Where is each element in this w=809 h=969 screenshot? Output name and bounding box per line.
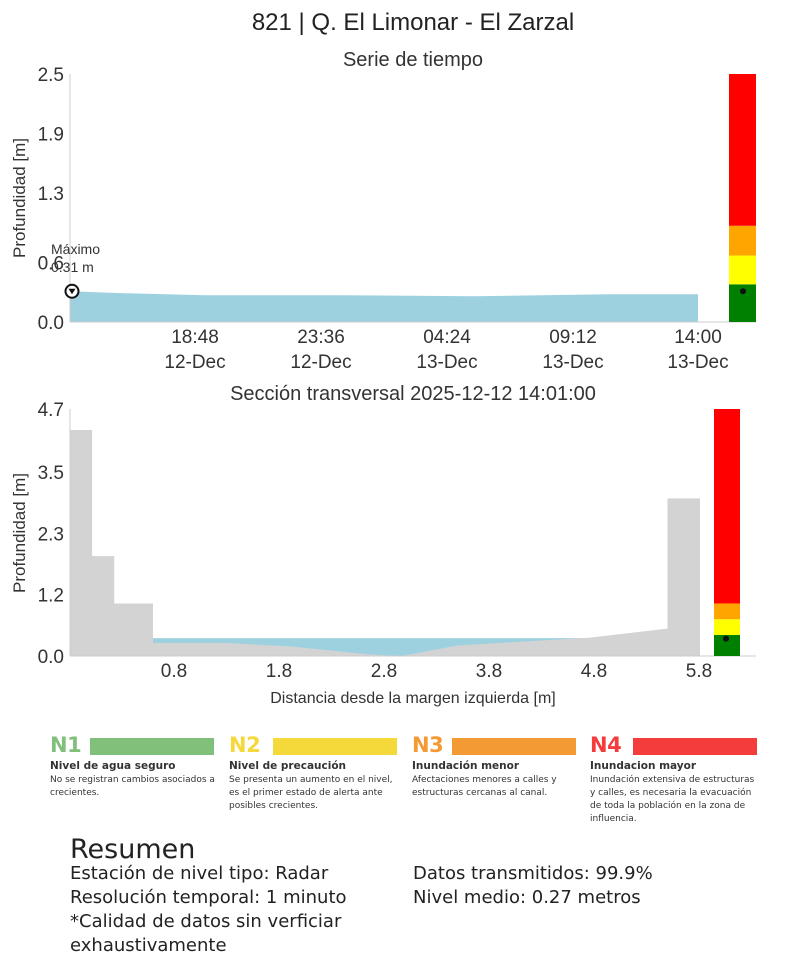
cross-section-ylabel: Profundidad [m] [10, 473, 29, 593]
y-tick-label: 0.6 [38, 253, 64, 274]
time-series-title: Serie de tiempo [343, 49, 483, 71]
level-n1-name: Nivel de agua seguro [50, 760, 176, 772]
summary-right-column: Datos transmitidos: 99.9% Nivel medio: 0… [413, 862, 753, 910]
level-n4-color-bar [633, 738, 757, 755]
level-n2-code: N2 [229, 733, 261, 757]
x-tick-time-label: 04:24 [423, 327, 471, 348]
level-n2-name: Nivel de precaución [229, 760, 347, 772]
max-annotation-value: 0.31 m [51, 259, 94, 275]
level-n3-color-bar [452, 738, 576, 755]
time-series-chart: Serie de tiempo Profundidad [m] 0.0 0.6 1.… [10, 49, 756, 373]
time-series-ylabel: Profundidad [m] [10, 138, 29, 258]
current-level-marker [740, 288, 746, 295]
y-tick-label: 0.0 [38, 313, 64, 334]
level-bar-segment [714, 619, 740, 635]
summary-quality: *Calidad de datos sin verficiar exhausti… [70, 911, 342, 956]
x-tick-label: 1.8 [266, 661, 292, 682]
max-annotation-label: Máximo [51, 241, 100, 257]
x-tick-date-label: 12-Dec [164, 352, 225, 373]
level-n3-code: N3 [412, 733, 444, 757]
level-n1-code: N1 [50, 733, 82, 757]
cross-section-xlabel: Distancia desde la margen izquierda [m] [270, 690, 555, 707]
x-tick-date-label: 12-Dec [290, 352, 351, 373]
x-tick-time-label: 18:48 [171, 327, 219, 348]
level-n1-desc: No se registran cambios asociados a crec… [50, 775, 215, 798]
summary-transmitted: Datos transmitidos: 99.9% [413, 863, 653, 884]
charts-canvas: 821 | Q. El Limonar - El Zarzal Serie de… [10, 9, 756, 707]
level-bar-segment [729, 225, 756, 256]
level-n4-name: Inundacion mayor [590, 760, 697, 772]
level-bar-segment [729, 255, 756, 285]
x-tick-date-label: 13-Dec [416, 352, 477, 373]
page-title: 821 | Q. El Limonar - El Zarzal [252, 9, 574, 36]
level-n2-color-bar [273, 738, 397, 755]
summary-left-column: Estación de nivel tipo: Radar Resolución… [70, 862, 370, 958]
y-tick-label: 4.7 [38, 400, 64, 421]
y-tick-label: 0.0 [38, 647, 64, 668]
y-tick-label: 2.5 [38, 65, 64, 86]
x-tick-label: 4.8 [581, 661, 607, 682]
y-tick-label: 2.3 [38, 525, 64, 546]
level-n4-code: N4 [590, 733, 622, 757]
current-level-marker [723, 635, 729, 642]
level-n3-name: Inundación menor [412, 760, 520, 772]
x-tick-time-label: 09:12 [549, 327, 597, 348]
cross-section-chart: Sección transversal 2025-12-12 14:01:00 … [10, 383, 756, 707]
level-bar-segment [729, 74, 756, 226]
x-tick-date-label: 13-Dec [667, 352, 728, 373]
x-tick-date-label: 13-Dec [542, 352, 603, 373]
level-bar-segment [714, 409, 740, 604]
level-n2-desc: Se presenta un aumento en el nivel, es e… [229, 775, 393, 811]
summary-title: Resumen [70, 834, 196, 865]
level-bar-segment [714, 634, 740, 656]
depth-series-area [70, 291, 698, 322]
level-bar-segment [714, 603, 740, 620]
y-tick-label: 1.2 [38, 586, 64, 607]
level-n1-color-bar [90, 738, 214, 755]
max-marker-arrow-icon [68, 288, 76, 295]
x-tick-label: 5.8 [686, 661, 712, 682]
x-tick-label: 3.8 [476, 661, 502, 682]
x-tick-label: 2.8 [371, 661, 397, 682]
x-tick-label: 0.8 [161, 661, 187, 682]
y-tick-label: 1.9 [38, 125, 64, 146]
summary-station: Estación de nivel tipo: Radar [70, 863, 329, 884]
y-tick-label: 3.5 [38, 463, 64, 484]
level-n3-desc: Afectaciones menores a calles y estructu… [412, 775, 557, 798]
y-tick-label: 1.3 [38, 184, 64, 205]
terrain-profile-area [70, 430, 700, 656]
x-tick-time-label: 23:36 [297, 327, 345, 348]
summary-resolution: Resolución temporal: 1 minuto [70, 887, 347, 908]
x-tick-time-label: 14:00 [674, 327, 722, 348]
level-n4-desc: Inundación extensiva de estructuras y ca… [590, 775, 755, 824]
summary-mean: Nivel medio: 0.27 metros [413, 887, 641, 908]
cross-section-title: Sección transversal 2025-12-12 14:01:00 [230, 383, 596, 405]
